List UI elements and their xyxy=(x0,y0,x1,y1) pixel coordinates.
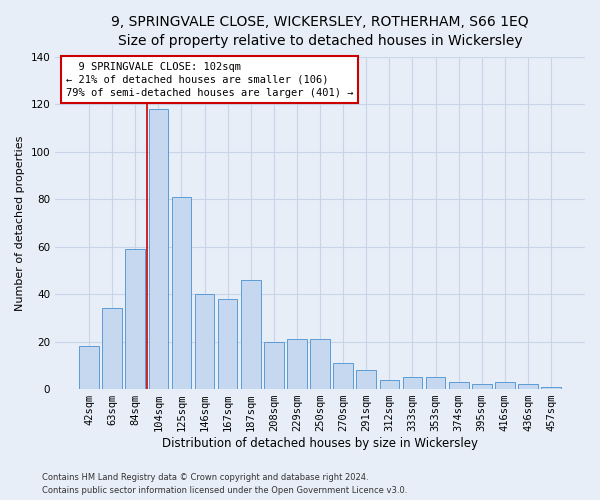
Text: Contains HM Land Registry data © Crown copyright and database right 2024.
Contai: Contains HM Land Registry data © Crown c… xyxy=(42,474,407,495)
Bar xyxy=(449,382,469,389)
Bar xyxy=(380,380,399,389)
Bar xyxy=(334,363,353,389)
Bar xyxy=(103,308,122,389)
Bar xyxy=(472,384,491,389)
Bar xyxy=(287,339,307,389)
Y-axis label: Number of detached properties: Number of detached properties xyxy=(15,135,25,310)
Bar xyxy=(79,346,99,389)
Title: 9, SPRINGVALE CLOSE, WICKERSLEY, ROTHERHAM, S66 1EQ
Size of property relative to: 9, SPRINGVALE CLOSE, WICKERSLEY, ROTHERH… xyxy=(111,15,529,48)
Bar xyxy=(218,299,238,389)
Bar xyxy=(426,377,445,389)
Bar xyxy=(310,339,330,389)
Bar xyxy=(172,196,191,389)
Bar xyxy=(403,377,422,389)
Bar xyxy=(149,109,168,389)
Bar xyxy=(125,249,145,389)
Bar xyxy=(356,370,376,389)
Bar xyxy=(195,294,214,389)
Bar xyxy=(495,382,515,389)
Text: 9 SPRINGVALE CLOSE: 102sqm
← 21% of detached houses are smaller (106)
79% of sem: 9 SPRINGVALE CLOSE: 102sqm ← 21% of deta… xyxy=(66,62,353,98)
Bar xyxy=(241,280,260,389)
Bar xyxy=(518,384,538,389)
Bar xyxy=(541,386,561,389)
Bar xyxy=(264,342,284,389)
X-axis label: Distribution of detached houses by size in Wickersley: Distribution of detached houses by size … xyxy=(162,437,478,450)
